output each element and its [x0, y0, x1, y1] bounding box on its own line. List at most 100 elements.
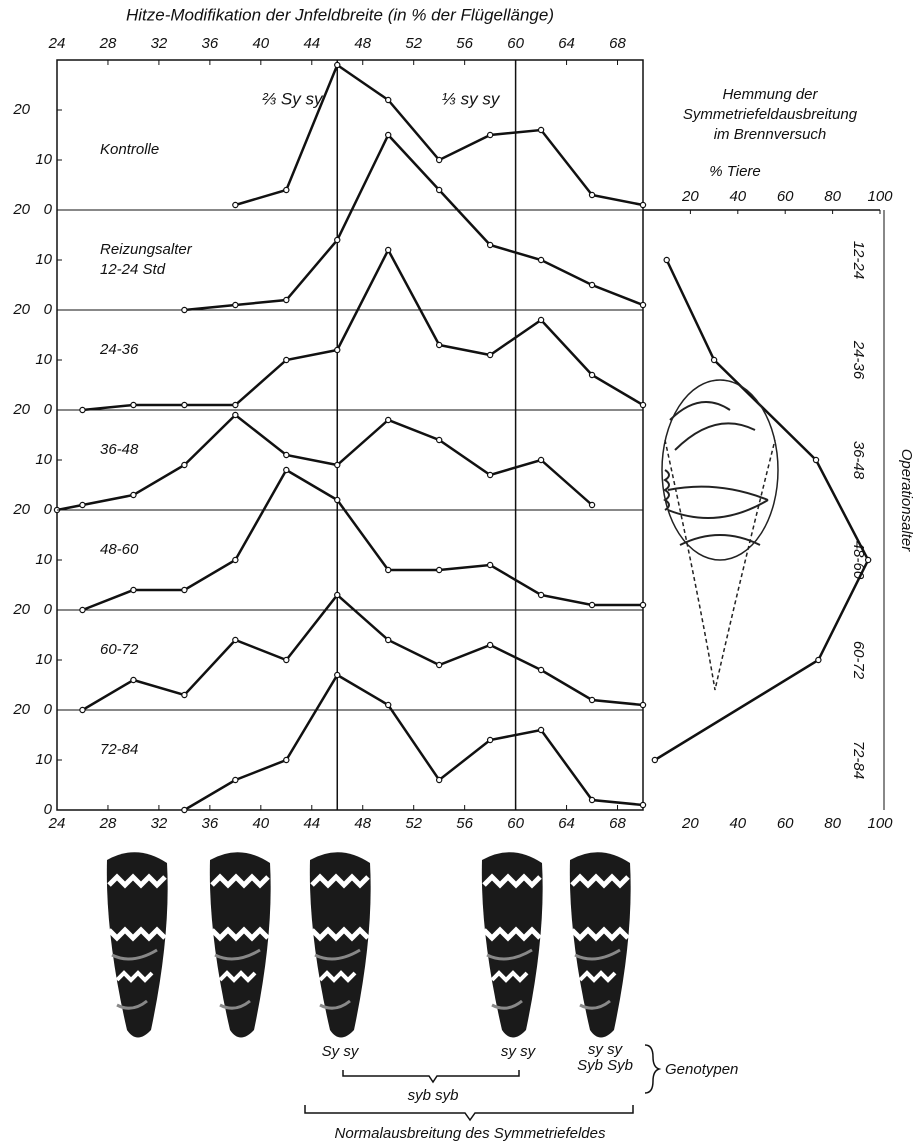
x-tick-label: 40 — [252, 815, 269, 832]
data-point — [385, 96, 392, 104]
data-point — [639, 201, 647, 209]
y-tick-label: 10 — [35, 151, 52, 168]
data-point — [79, 706, 86, 714]
x-tick-label: 60 — [777, 188, 794, 205]
y-tick-label: 0 — [44, 601, 53, 618]
x-tick-label: 48 — [354, 35, 371, 52]
panel-label: 48-60 — [100, 541, 139, 558]
y-tick-label: 20 — [12, 501, 30, 518]
y-tick-label: 0 — [44, 801, 53, 818]
y-tick-label: 24-36 — [850, 340, 867, 380]
data-point — [639, 601, 647, 609]
data-point — [588, 796, 596, 804]
data-line — [82, 468, 643, 612]
x-tick-label: 56 — [456, 815, 473, 832]
wing-image — [210, 852, 271, 1037]
data-point — [486, 351, 494, 359]
data-point — [588, 191, 596, 199]
main-chart: 24 24 28 28 32 32 36 36 40 40 44 44 48 48 52 52 56 56 60 60… — [12, 35, 647, 832]
data-line — [56, 413, 593, 512]
panel-label: 72-84 — [100, 741, 138, 758]
data-point — [334, 461, 341, 469]
side-title: Symmetriefeldausbreitung — [683, 106, 858, 123]
wing-image — [570, 852, 631, 1037]
x-tick-label: 40 — [252, 35, 269, 52]
y-tick-label: 36-48 — [850, 441, 867, 480]
x-tick-label: 44 — [303, 35, 320, 52]
data-point — [651, 756, 659, 764]
data-point — [385, 131, 392, 139]
data-point — [486, 131, 494, 139]
panel-label: 60-72 — [100, 641, 139, 658]
brace — [644, 1044, 662, 1094]
x-tick-label: 52 — [405, 815, 422, 832]
data-point — [639, 801, 647, 809]
y-tick-label: 20 — [12, 201, 30, 218]
x-tick-label: 32 — [151, 815, 168, 832]
y-tick-label: 0 — [44, 201, 53, 218]
data-point — [537, 126, 545, 134]
data-point — [537, 726, 545, 734]
data-point — [588, 601, 596, 609]
data-point — [639, 301, 647, 309]
y-tick-label: 12-24 — [850, 241, 867, 279]
data-point — [130, 401, 137, 409]
x-tick-label: 80 — [824, 188, 841, 205]
data-point — [130, 586, 137, 594]
data-point — [181, 691, 188, 699]
y-tick-label: 0 — [44, 301, 53, 318]
data-point — [232, 301, 239, 309]
data-point — [663, 256, 670, 264]
genotypes-caption: Genotypen — [665, 1061, 738, 1078]
y-tick-label: 10 — [35, 451, 52, 468]
x-tick-label: 20 — [681, 815, 699, 832]
panel-label: 24-36 — [99, 341, 139, 358]
data-point — [435, 436, 443, 444]
x-tick-label: 52 — [405, 35, 422, 52]
data-point — [486, 241, 494, 249]
panel-label: Reizungsalter — [100, 241, 193, 258]
y-axis-label: Operationsalter — [898, 449, 915, 553]
data-point — [486, 641, 494, 649]
reference-label: ⅓ sy sy — [442, 89, 501, 108]
data-point — [385, 416, 392, 424]
x-tick-label: 60 — [777, 815, 794, 832]
data-point — [486, 561, 494, 569]
y-tick-label: 10 — [35, 551, 52, 568]
y-tick-label: 10 — [35, 651, 52, 668]
x-tick-label: 64 — [558, 815, 575, 832]
brace — [342, 1070, 520, 1084]
y-tick-label: 10 — [35, 251, 52, 268]
wing-image — [482, 852, 543, 1037]
data-point — [815, 656, 822, 664]
genotype-label: Syb Syb — [577, 1057, 633, 1074]
x-tick-label: 48 — [354, 815, 371, 832]
genotype-label: sy sy — [501, 1043, 537, 1060]
x-tick-label: 56 — [456, 35, 473, 52]
data-point — [283, 186, 290, 194]
data-point — [181, 586, 188, 594]
x-tick-label: 44 — [303, 815, 320, 832]
x-tick-label: 24 — [48, 35, 66, 52]
x-tick-label: 36 — [202, 35, 219, 52]
x-tick-label: 24 — [48, 815, 66, 832]
data-point — [283, 656, 290, 664]
panel-label: Kontrolle — [100, 141, 159, 158]
data-point — [334, 496, 341, 504]
y-tick-label: 20 — [12, 601, 30, 618]
x-tick-label: 36 — [202, 815, 219, 832]
data-line — [234, 63, 644, 207]
data-point — [130, 491, 137, 499]
x-tick-label: 100 — [867, 815, 893, 832]
data-point — [435, 776, 443, 784]
y-tick-label: 20 — [12, 401, 30, 418]
y-tick-label: 0 — [44, 501, 53, 518]
y-tick-label: 0 — [44, 701, 53, 718]
data-point — [334, 236, 341, 244]
data-point — [486, 736, 494, 744]
x-tick-label: 68 — [609, 35, 626, 52]
data-point — [710, 356, 718, 364]
data-point — [181, 461, 188, 469]
data-point — [181, 806, 188, 814]
data-point — [334, 671, 341, 679]
